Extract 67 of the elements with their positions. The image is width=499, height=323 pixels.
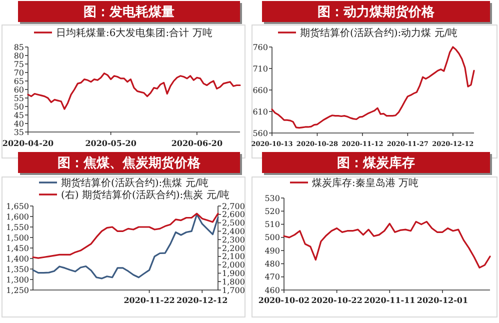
y-tick-label: 50 — [14, 102, 24, 112]
y-tick-label: 70 — [14, 68, 24, 78]
y-tick-label: 1,650 — [6, 202, 29, 211]
line-series — [283, 220, 491, 268]
y2-tick-label: 2,200 — [222, 244, 245, 253]
y-tick-label: 1,350 — [6, 264, 29, 274]
chart-title: 图：焦煤、焦炭期货价格 — [58, 155, 202, 171]
y-tick-label: 560 — [252, 128, 268, 138]
y-tick-label: 45 — [14, 110, 24, 120]
line-series — [27, 72, 241, 110]
legend-label: (右) 期货结算价(活跃合约):焦炭 元/吨 — [61, 189, 230, 201]
y2-tick-label: 2,300 — [222, 235, 245, 244]
legend-label: 煤炭库存:秦皇岛港 万吨 — [312, 177, 419, 189]
y-tick-label: 470 — [264, 272, 280, 282]
x-tick-label: 2020-12-12 — [176, 295, 228, 305]
y-tick-label: 1,600 — [6, 212, 29, 222]
y2-tick-label: 2,600 — [222, 210, 245, 220]
x-tick-label: 2020-11-22 — [124, 295, 175, 305]
y-tick-label: 660 — [252, 86, 268, 95]
x-tick-label: 2020-05-20 — [85, 138, 137, 148]
y-tick-label: 460 — [264, 286, 280, 295]
y-tick-label: 1,550 — [6, 222, 29, 232]
chart-title: 图：动力煤期货价格 — [318, 4, 436, 20]
chart-title: 图：煤炭库存 — [337, 155, 415, 171]
y-tick-label: 65 — [14, 76, 24, 86]
y-tick-label: 55 — [14, 94, 24, 103]
y-tick-label: 40 — [14, 119, 24, 128]
line-series — [271, 46, 475, 129]
y-tick-label: 1,450 — [6, 244, 29, 253]
y-tick-label: 1,300 — [6, 275, 29, 284]
y-tick-label: 760 — [252, 42, 268, 52]
legend-label: 日均耗煤量:6大发电集团:合计 万吨 — [56, 27, 212, 39]
y2-tick-label: 1,700 — [222, 286, 245, 295]
y2-tick-label: 1,800 — [222, 277, 245, 286]
y-tick-label: 500 — [264, 233, 280, 242]
y2-tick-label: 2,400 — [222, 227, 245, 236]
y-tick-label: 510 — [264, 220, 280, 230]
chart-title: 图：发电耗煤量 — [84, 4, 174, 20]
y-tick-label: 1,500 — [6, 233, 29, 242]
legend-label: 期货结算价(活跃合约):动力煤 元/吨 — [300, 27, 458, 39]
x-tick-label: 2020-11-11 — [364, 295, 416, 305]
y2-tick-label: 2,500 — [222, 218, 245, 228]
x-tick-label: 2020-10-02 — [258, 295, 310, 305]
y2-tick-label: 2,700 — [222, 202, 245, 211]
y-tick-label: 490 — [264, 246, 280, 256]
y-tick-label: 60 — [14, 85, 24, 94]
y-tick-label: 35 — [14, 128, 24, 137]
x-tick-label: 2020-12-01 — [416, 295, 468, 305]
y-tick-label: 610 — [252, 107, 268, 116]
x-tick-label: 2020-10-22 — [311, 295, 362, 305]
y-tick-label: 480 — [264, 260, 280, 269]
x-tick-label: 2020-06-20 — [171, 138, 223, 148]
y-tick-label: 530 — [264, 194, 280, 203]
y-tick-label: 1,400 — [6, 254, 29, 264]
y2-tick-label: 2,000 — [222, 260, 245, 270]
y-tick-label: 85 — [14, 42, 24, 52]
x-tick-label: 2020-04-20 — [2, 138, 54, 148]
y-tick-label: 75 — [14, 60, 24, 69]
legend-label: 期货结算价(活跃合约):焦煤 元/吨 — [61, 177, 209, 189]
line-series — [32, 212, 219, 259]
y2-tick-label: 1,900 — [222, 269, 245, 278]
y-tick-label: 710 — [252, 64, 268, 74]
y2-tick-label: 2,100 — [222, 252, 245, 262]
y-tick-label: 520 — [264, 206, 280, 216]
line-series — [32, 214, 219, 280]
y-tick-label: 80 — [14, 51, 24, 60]
y-tick-label: 1,250 — [6, 286, 29, 295]
